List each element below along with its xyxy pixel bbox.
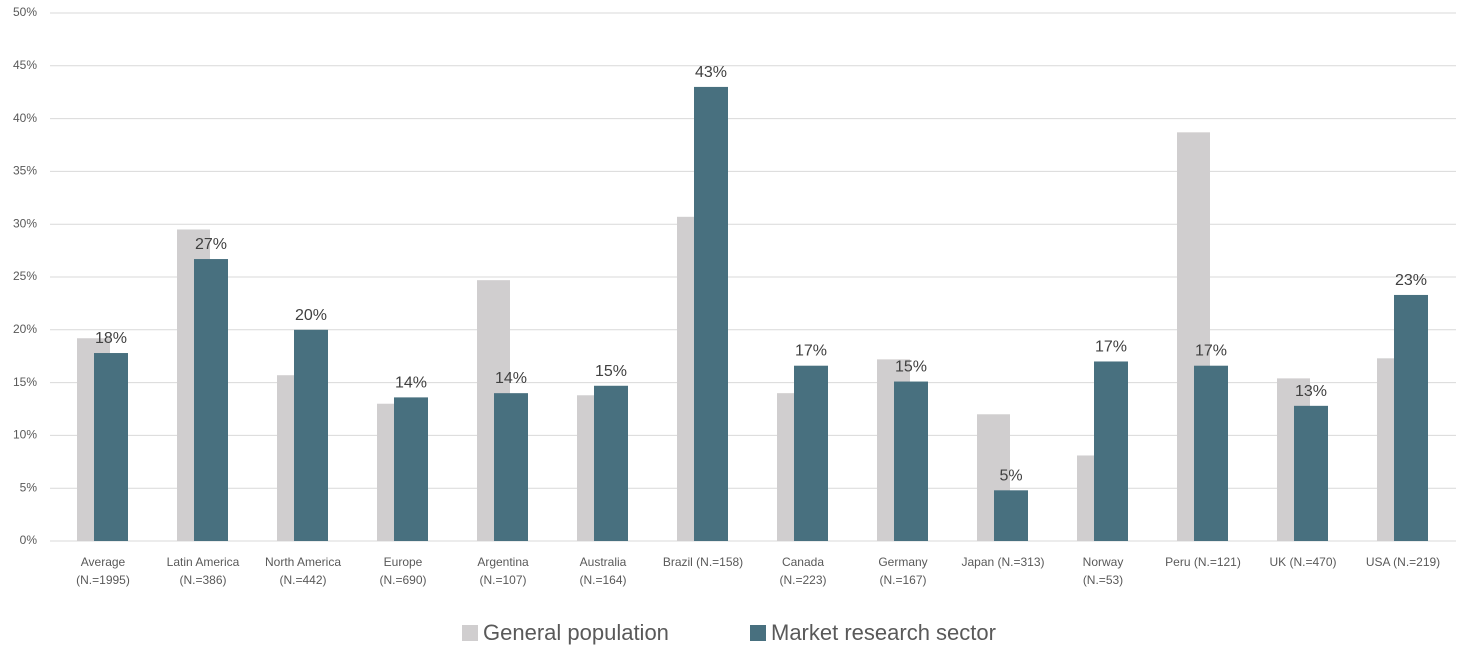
x-tick-label: Latin America (N.=386) xyxy=(167,555,240,587)
data-label: 20% xyxy=(295,307,327,324)
y-tick-label: 30% xyxy=(13,216,37,230)
x-tick-label: UK (N.=470) xyxy=(1269,555,1336,569)
legend-swatch xyxy=(462,625,478,641)
y-tick-label: 20% xyxy=(13,322,37,336)
data-label: 15% xyxy=(895,359,927,376)
x-tick-label: North America (N.=442) xyxy=(265,555,341,587)
bar xyxy=(994,490,1028,541)
data-label: 13% xyxy=(1295,383,1327,400)
bar xyxy=(294,329,328,541)
bar xyxy=(1394,294,1428,541)
x-tick-label: Average (N.=1995) xyxy=(76,555,130,587)
data-label: 14% xyxy=(395,374,427,391)
y-tick-label: 50% xyxy=(13,5,37,19)
x-tick-label: Japan (N.=313) xyxy=(961,555,1044,569)
x-tick-label: Argentina (N.=107) xyxy=(477,555,529,587)
y-tick-label: 5% xyxy=(20,480,38,494)
legend-label: Market research sector xyxy=(771,620,996,645)
bar xyxy=(694,86,728,542)
y-tick-label: 10% xyxy=(13,428,37,442)
x-tick-label: Brazil (N.=158) xyxy=(663,555,743,569)
y-tick-label: 35% xyxy=(13,164,37,178)
data-label: 18% xyxy=(95,330,127,347)
bar xyxy=(194,259,228,541)
x-tick-label: Germany (N.=167) xyxy=(878,555,927,587)
x-tick-label: Canada (N.=223) xyxy=(779,555,826,587)
data-label: 17% xyxy=(1095,338,1127,355)
data-label: 14% xyxy=(495,370,527,387)
bar xyxy=(494,393,528,541)
bar xyxy=(394,397,428,541)
y-tick-label: 15% xyxy=(13,375,37,389)
x-tick-label: USA (N.=219) xyxy=(1366,555,1440,569)
data-label: 5% xyxy=(999,467,1022,484)
y-tick-label: 0% xyxy=(20,533,38,547)
y-tick-label: 25% xyxy=(13,269,37,283)
y-tick-label: 40% xyxy=(13,111,37,125)
bar xyxy=(1294,405,1328,541)
x-tick-label: Norway (N.=53) xyxy=(1083,555,1124,587)
bar xyxy=(794,365,828,541)
bar xyxy=(1194,365,1228,541)
bar xyxy=(1094,361,1128,541)
y-tick-label: 45% xyxy=(13,58,37,72)
bar xyxy=(594,385,628,541)
x-tick-label: Australia (N.=164) xyxy=(579,555,626,587)
x-tick-label: Peru (N.=121) xyxy=(1165,555,1241,569)
data-label: 17% xyxy=(795,343,827,360)
bar xyxy=(94,353,128,541)
data-label: 17% xyxy=(1195,343,1227,360)
legend-label: General population xyxy=(483,620,669,645)
data-label: 43% xyxy=(695,64,727,81)
data-label: 23% xyxy=(1395,272,1427,289)
x-tick-label: Europe (N.=690) xyxy=(379,555,426,587)
bar xyxy=(894,381,928,541)
legend-swatch xyxy=(750,625,766,641)
data-label: 15% xyxy=(595,363,627,380)
data-label: 27% xyxy=(195,236,227,253)
